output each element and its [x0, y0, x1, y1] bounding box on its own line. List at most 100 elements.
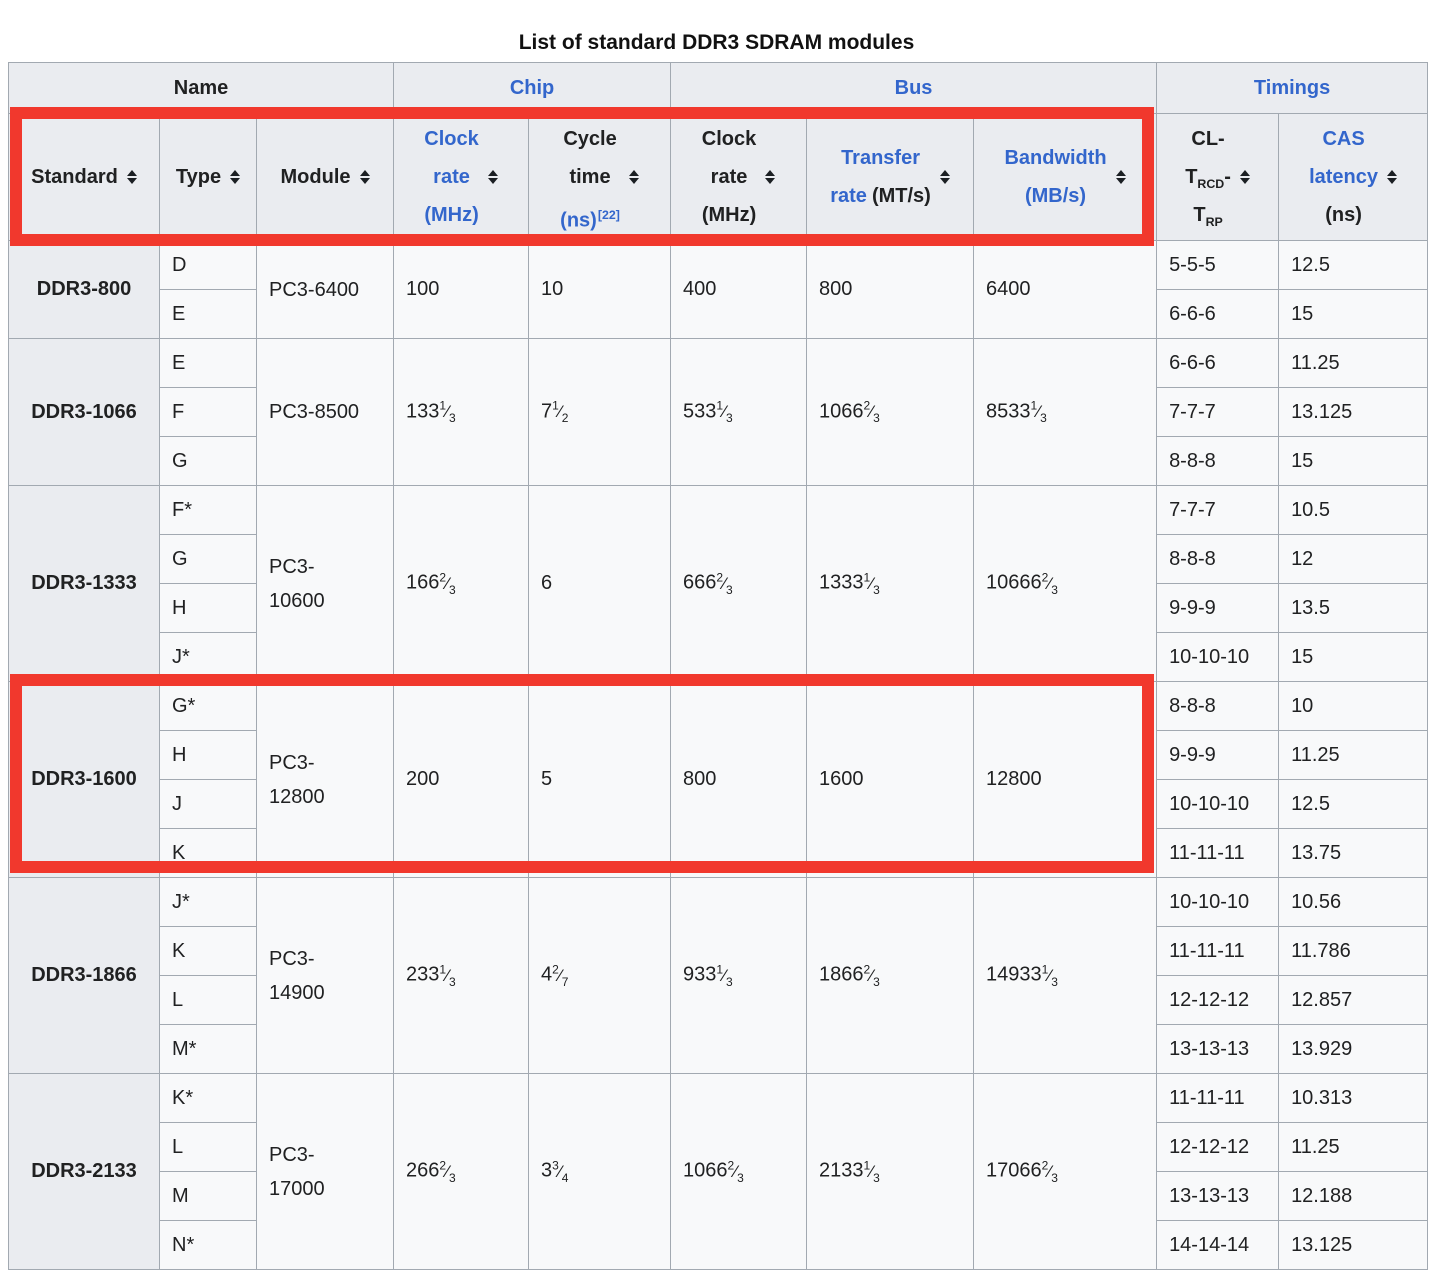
module-cell: PC3-17000	[255, 1073, 395, 1270]
type-cell: D	[159, 240, 257, 290]
bus-group-header[interactable]: Bus	[670, 62, 1158, 114]
standard-cell: DDR3-2133	[8, 1073, 160, 1270]
chip-clock-rate-column-header[interactable]: Clock rate (MHz)	[393, 113, 530, 241]
transfer-rate-column-header[interactable]: Transfer rate (MT/s)	[806, 113, 975, 241]
module-cell: PC3-12800	[255, 681, 395, 878]
ddr3-1866-row: L 12-12-12 12.857	[9, 975, 1429, 1025]
clock-rate-link[interactable]: Clock rate (MHz)	[424, 128, 479, 226]
standard-cell: DDR3-800	[8, 240, 160, 339]
timings-group-header[interactable]: Timings	[1156, 62, 1429, 114]
ddr3-1600-row: H 9-9-9 11.25	[9, 730, 1429, 780]
cl-timings-cell: 14-14-14	[1156, 1220, 1280, 1270]
cas-latency-cell: 15	[1278, 632, 1429, 682]
cas-latency-cell: 10.313	[1278, 1073, 1429, 1123]
cas-latency-cell: 11.25	[1278, 1122, 1429, 1172]
module-cell: PC3-14900	[255, 877, 395, 1074]
ddr3-2133-row: DDR3-2133 K* PC3-17000 2662⁄3 33⁄4 10662⁄3 213…	[8, 1073, 1429, 1270]
cas-latency-link[interactable]: CAS	[1322, 128, 1365, 150]
cl-timings-cell: 11-11-11	[1156, 1073, 1280, 1123]
type-cell: L	[159, 1122, 257, 1172]
cl-timings-cell: 9-9-9	[1156, 730, 1280, 780]
sort-icon	[1115, 170, 1126, 184]
sort-icon	[1387, 170, 1398, 184]
cas-latency-cell: 13.125	[1278, 1220, 1429, 1270]
ddr3-1066-row: F 7-7-7 13.125	[9, 387, 1429, 437]
transfer-rate-cell: 800	[806, 240, 975, 339]
ddr3-1866-row: M* 13-13-13 13.929	[9, 1024, 1429, 1074]
type-cell: J	[159, 779, 257, 829]
cycle-time-cell: 5	[528, 681, 672, 878]
ddr3-1600-row: J 10-10-10 12.5	[9, 779, 1429, 829]
sort-icon	[628, 170, 639, 184]
cas-latency-cell: 13.5	[1278, 583, 1429, 633]
standard-cell: DDR3-1866	[8, 877, 160, 1074]
cas-latency-cell: 12.188	[1278, 1171, 1429, 1221]
ns-unit-link[interactable]: (ns)	[560, 209, 597, 232]
type-cell: L	[159, 975, 257, 1025]
cas-latency-link[interactable]: latency	[1309, 166, 1379, 188]
cl-timings-cell: 10-10-10	[1156, 632, 1280, 682]
standard-cell: DDR3-1066	[8, 338, 160, 486]
cas-latency-cell: 11.25	[1278, 338, 1429, 388]
chip-group-header[interactable]: Chip	[393, 62, 672, 114]
module-column-header[interactable]: Module	[255, 113, 395, 241]
bus-clock-rate-cell: 5331⁄3	[670, 338, 808, 486]
chip-clock-rate-cell: 200	[393, 681, 530, 878]
type-cell: E	[159, 338, 257, 388]
type-column-header[interactable]: Type	[159, 113, 257, 241]
cl-trcd-trp-column-header[interactable]: CL- TRCD- TRP	[1156, 113, 1280, 241]
cycle-time-cell: 71⁄2	[528, 338, 672, 486]
bus-clock-rate-cell: 10662⁄3	[670, 1073, 808, 1270]
bandwidth-link[interactable]: Bandwidth (MB/s)	[1004, 147, 1107, 207]
bandwidth-cell: 85331⁄3	[973, 338, 1158, 486]
cycle-time-cell: 33⁄4	[528, 1073, 672, 1270]
type-cell: J*	[159, 877, 257, 927]
bandwidth-cell: 149331⁄3	[973, 877, 1158, 1074]
cl-trcd-trp-label: CL- TRCD- TRP	[1185, 128, 1231, 229]
cas-latency-cell: 10.5	[1278, 485, 1429, 535]
ddr3-1333-row: G 8-8-8 12	[9, 534, 1429, 584]
chip-clock-rate-cell: 100	[393, 240, 530, 339]
ddr3-modules-table: Name Chip Bus Timings Standard Type	[7, 62, 1429, 1270]
column-header-row: Standard Type Module	[8, 113, 1429, 241]
transfer-rate-link[interactable]: Transfer	[841, 147, 920, 169]
name-group-header: Name	[7, 62, 395, 114]
cl-timings-cell: 8-8-8	[1156, 534, 1280, 584]
cas-latency-cell: 12.5	[1278, 240, 1429, 290]
type-cell: G*	[159, 681, 257, 731]
cl-timings-cell: 13-13-13	[1156, 1024, 1280, 1074]
ddr3-2133-row: N* 14-14-14 13.125	[9, 1220, 1429, 1270]
bandwidth-cell: 106662⁄3	[973, 485, 1158, 682]
chip-clock-rate-cell: 2662⁄3	[393, 1073, 530, 1270]
cl-timings-cell: 11-11-11	[1156, 828, 1280, 878]
transfer-rate-link[interactable]: rate	[830, 185, 867, 207]
type-cell: M*	[159, 1024, 257, 1074]
transfer-rate-cell: 21331⁄3	[806, 1073, 975, 1270]
ddr3-800-row: DDR3-800 D PC3-6400 100 10 400 800 6400 5-5-5 12.…	[8, 240, 1429, 339]
ddr3-1866-row: DDR3-1866 J* PC3-14900 2331⁄3 42⁄7 9331⁄3 1866…	[8, 877, 1429, 1074]
cas-latency-cell: 10	[1278, 681, 1429, 731]
type-cell: F	[159, 387, 257, 437]
chip-clock-rate-cell: 2331⁄3	[393, 877, 530, 1074]
ddr3-800-row: E 6-6-6 15	[9, 289, 1429, 339]
standard-column-header[interactable]: Standard	[8, 113, 160, 241]
ns-unit-label: (ns)	[1325, 204, 1362, 226]
cl-timings-cell: 12-12-12	[1156, 1122, 1280, 1172]
ddr3-1333-row: H 9-9-9 13.5	[9, 583, 1429, 633]
chip-clock-rate-cell: 1331⁄3	[393, 338, 530, 486]
bandwidth-column-header[interactable]: Bandwidth (MB/s)	[973, 113, 1158, 241]
ref-22-link[interactable]: [22]	[597, 208, 620, 222]
cl-timings-cell: 5-5-5	[1156, 240, 1280, 290]
type-cell: K	[159, 828, 257, 878]
ddr3-1333-row: DDR3-1333 F* PC3-10600 1662⁄3 6 6662⁄3 13331⁄3…	[8, 485, 1429, 682]
module-cell: PC3-10600	[255, 485, 395, 682]
cycle-time-column-header[interactable]: Cycle time (ns)[22]	[528, 113, 672, 241]
bus-clock-rate-column-header[interactable]: Clock rate (MHz)	[670, 113, 808, 241]
module-cell: PC3-6400	[255, 240, 395, 339]
cl-timings-cell: 8-8-8	[1156, 681, 1280, 731]
cl-timings-cell: 6-6-6	[1156, 338, 1280, 388]
cas-latency-column-header[interactable]: CAS latency (ns)	[1278, 113, 1429, 241]
cas-latency-cell: 12	[1278, 534, 1429, 584]
bus-clock-rate-cell: 9331⁄3	[670, 877, 808, 1074]
